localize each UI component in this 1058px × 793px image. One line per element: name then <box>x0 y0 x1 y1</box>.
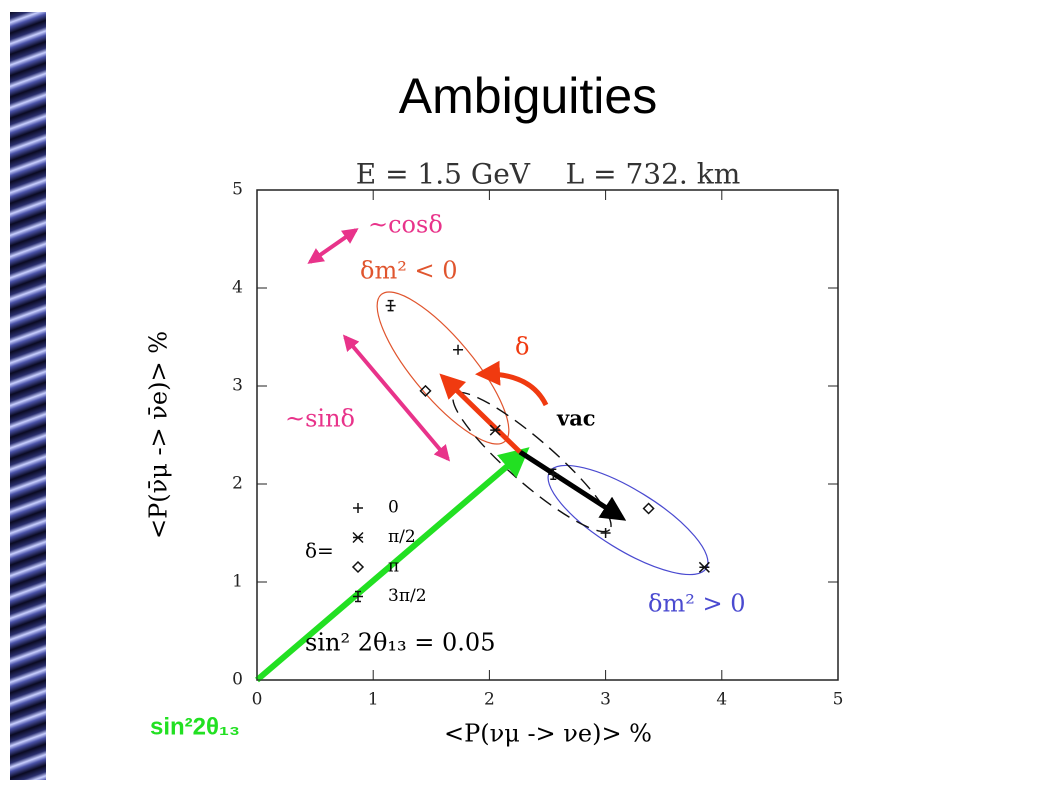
annotation: ~sinδ <box>285 405 355 433</box>
legend-label: π/2 <box>388 527 416 547</box>
point <box>698 561 710 573</box>
y-axis-label: <P(ν̄μ -> ν̄e)> % <box>145 331 173 539</box>
legend-title: δ= <box>305 539 334 563</box>
x-tick-label: 3 <box>600 690 611 710</box>
x-tick-label: 0 <box>252 690 263 710</box>
arrow-delta-curve <box>475 360 549 407</box>
plot-frame <box>256 189 839 681</box>
marker-shape <box>355 590 361 603</box>
annotation: vac <box>556 406 596 431</box>
point <box>385 299 396 312</box>
point <box>353 503 363 513</box>
legend-label: π <box>388 557 399 577</box>
point <box>352 531 364 544</box>
marker-shape <box>385 300 396 311</box>
marker-shape <box>489 424 501 436</box>
arrow-cos <box>307 228 359 264</box>
series-label: δm² > 0 <box>648 590 745 618</box>
point <box>489 424 501 436</box>
marker-shape <box>352 531 364 544</box>
point <box>548 468 559 480</box>
y-tick-label: 2 <box>232 474 243 494</box>
arrow-vac <box>518 449 627 521</box>
annotation: ~cosδ <box>368 211 443 239</box>
slide-title: Ambiguities <box>399 68 657 124</box>
legend-label: 3π/2 <box>388 586 427 606</box>
marker-shape <box>453 344 464 355</box>
point <box>353 590 363 603</box>
arrow-theta <box>255 447 530 683</box>
marker-shape <box>387 299 394 312</box>
y-tick-label: 5 <box>232 180 243 200</box>
marker-shape <box>351 560 365 574</box>
annotation: sin² 2θ₁₃ = 0.05 <box>305 629 495 657</box>
marker-shape <box>550 468 557 480</box>
point <box>600 528 611 538</box>
annotation: sin²2θ₁₃ <box>150 713 240 740</box>
y-tick-label: 3 <box>232 376 243 396</box>
marker-shape <box>353 503 363 513</box>
y-tick-label: 0 <box>232 670 243 690</box>
point <box>453 344 464 355</box>
x-tick-label: 1 <box>368 690 379 710</box>
arrow-sin <box>342 334 451 462</box>
legend-label: 0 <box>388 498 399 518</box>
point <box>419 384 432 397</box>
marker-shape <box>548 469 559 480</box>
x-axis-label: <P(νμ -> νe)> % <box>444 720 652 748</box>
marker-shape <box>353 591 363 602</box>
marker-shape <box>600 528 611 538</box>
x-tick-label: 2 <box>484 690 495 710</box>
marker-shape <box>642 502 655 515</box>
series-label: δm² < 0 <box>360 257 457 285</box>
decorative-strip <box>10 12 46 780</box>
marker-shape <box>419 384 432 397</box>
y-tick-label: 4 <box>232 278 243 298</box>
y-tick-label: 1 <box>232 572 243 592</box>
marker-shape <box>698 561 710 573</box>
ellipse-positive <box>547 464 709 576</box>
annotation: δ <box>515 333 529 361</box>
point <box>351 560 365 574</box>
point <box>642 502 655 515</box>
x-tick-label: 5 <box>833 690 844 710</box>
subtitle: E = 1.5 GeV L = 732. km <box>356 158 741 191</box>
x-tick-label: 4 <box>716 690 727 710</box>
ellipse-vacuum <box>452 391 612 533</box>
arrow-delta <box>439 373 522 454</box>
